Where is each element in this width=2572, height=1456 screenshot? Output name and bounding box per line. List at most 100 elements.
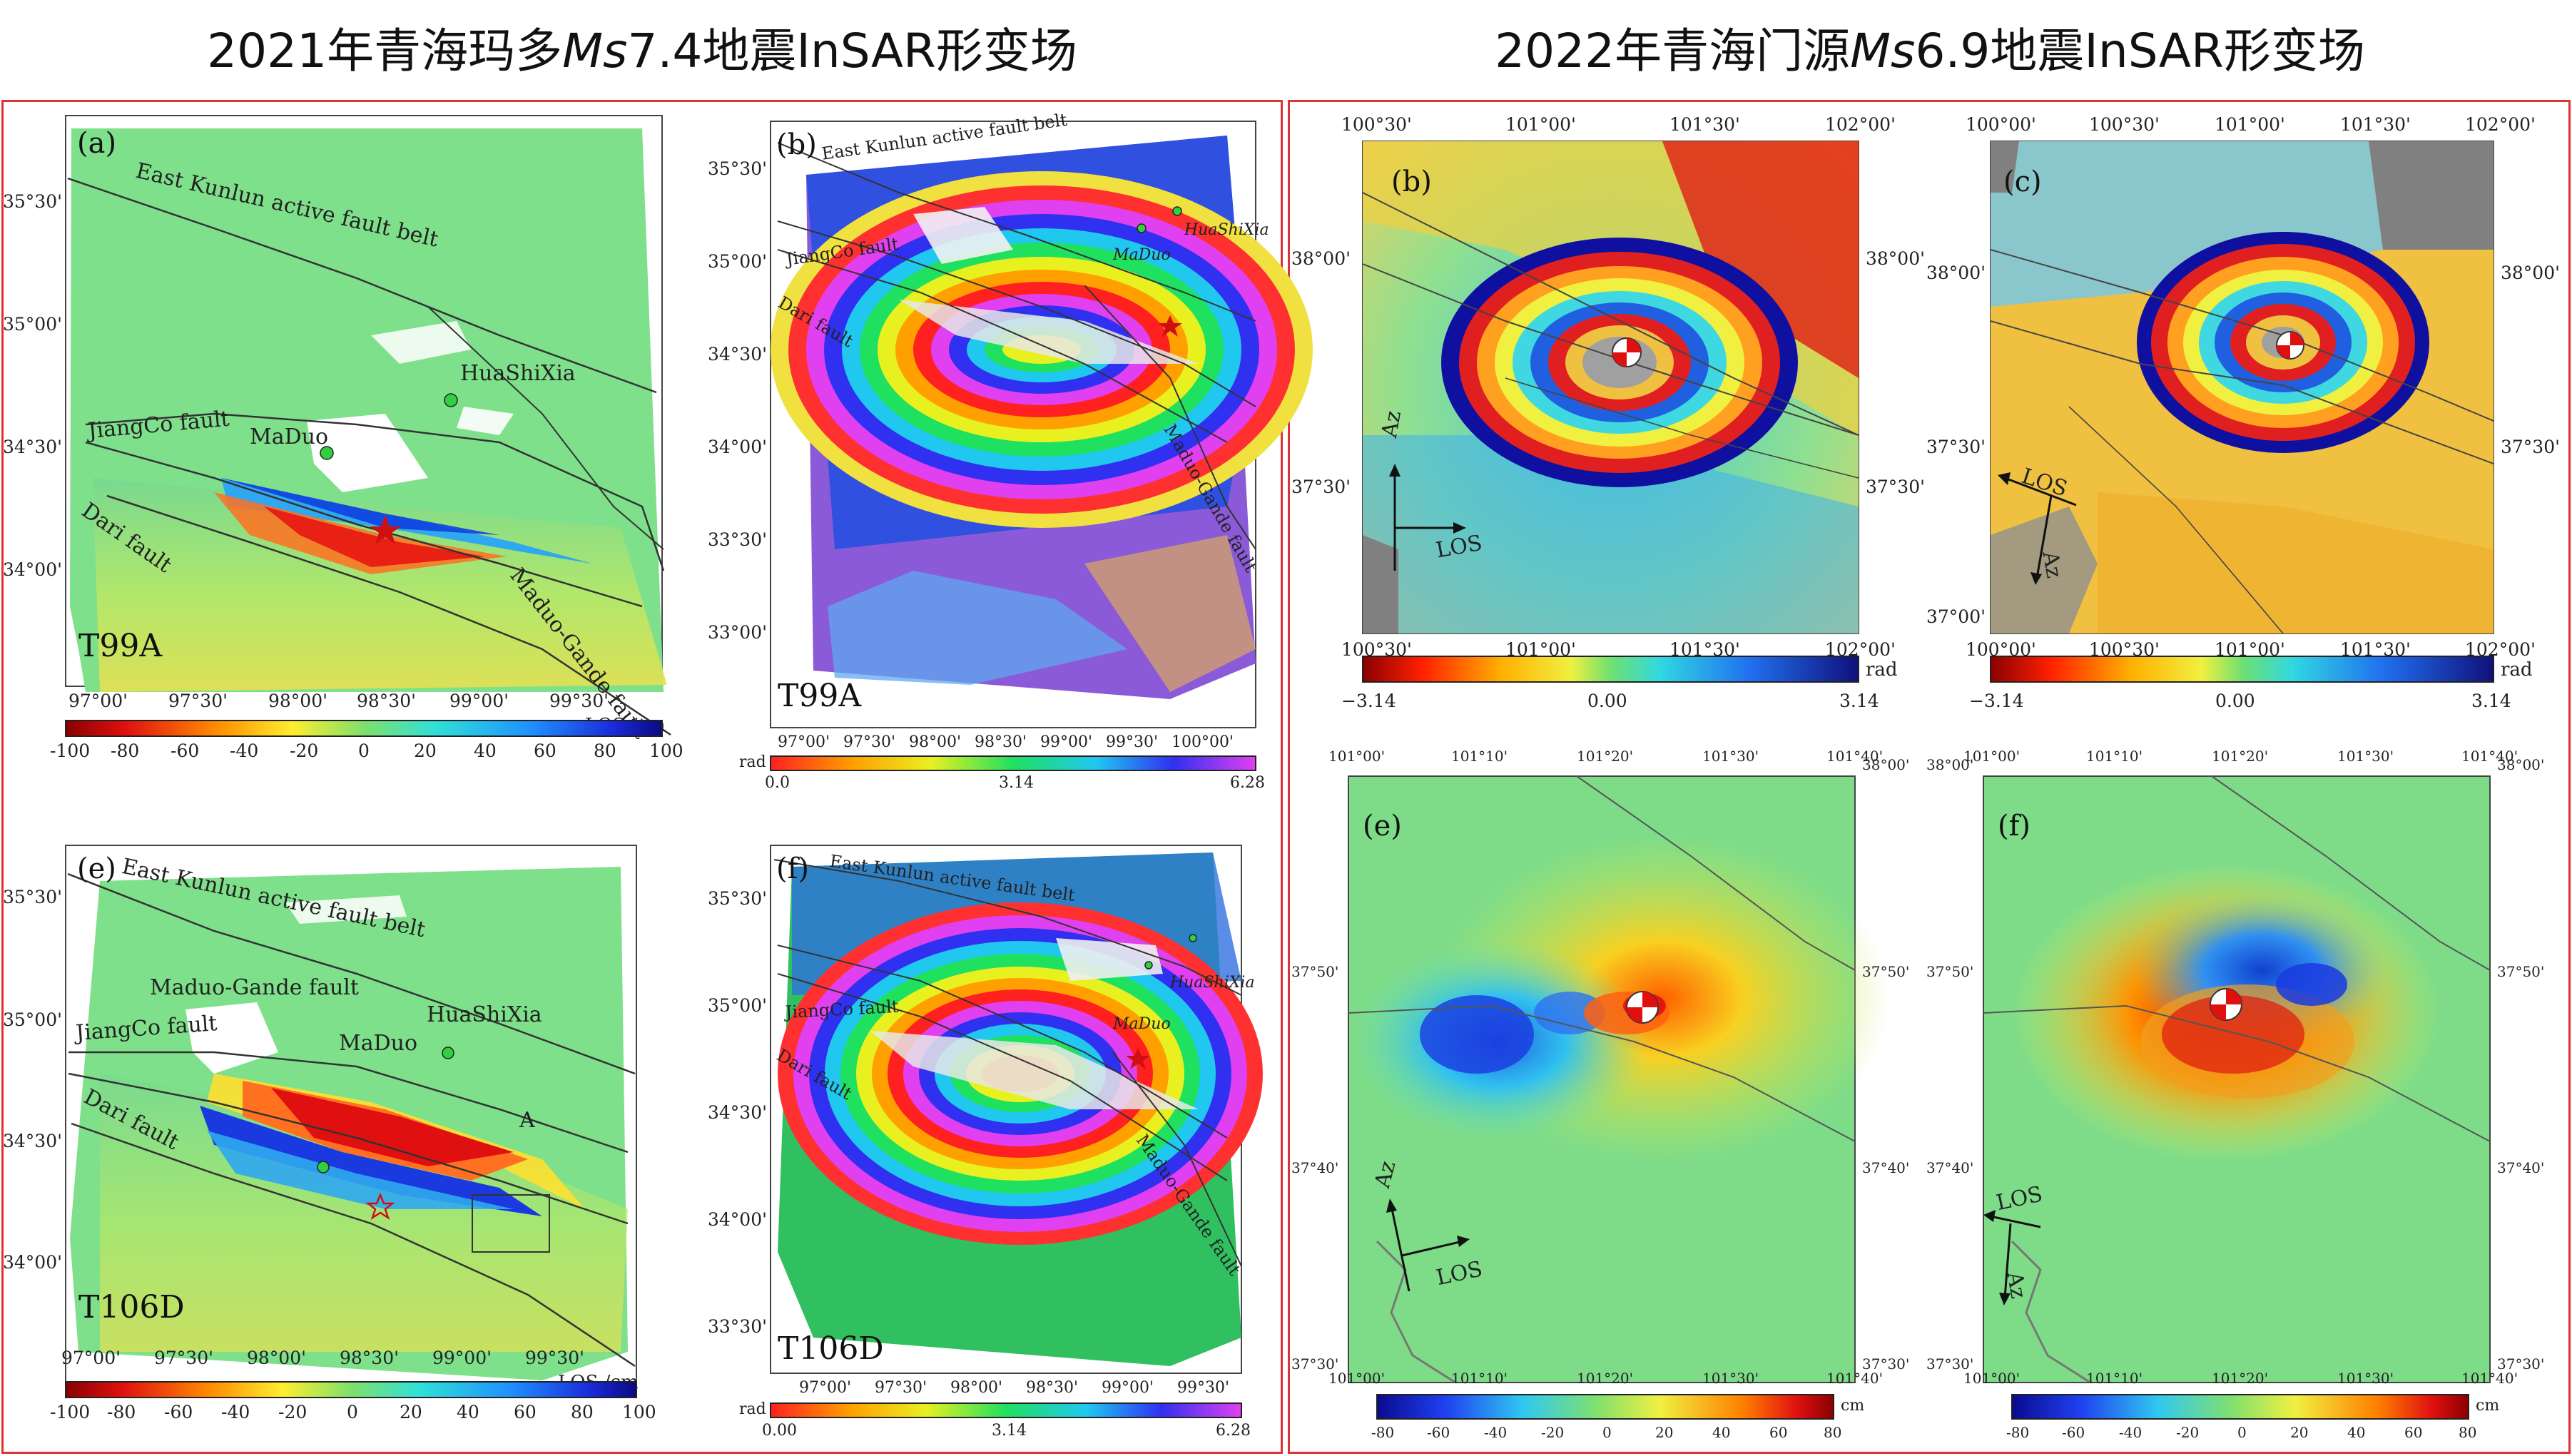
panel-f-letter: (f) (776, 852, 810, 885)
panel-a-letter: (a) (77, 127, 117, 160)
az-los-arrows-e (1386, 1198, 1470, 1292)
los-tick: 80 (571, 1402, 594, 1422)
cm-tick: -40 (2119, 1424, 2143, 1441)
lat-tick: 33°30' (708, 1316, 767, 1337)
cm-tick: 40 (1712, 1424, 1731, 1441)
lat-tick: 37°50' (2497, 963, 2545, 980)
los-tick: -20 (278, 1402, 307, 1422)
rad-colorbar-f (770, 1402, 1242, 1418)
cm-tick: -20 (2176, 1424, 2200, 1441)
lat-tick: 37°30' (1291, 477, 1351, 497)
az-los-arrows-c (1998, 472, 2077, 585)
lon-tick: 99°30' (525, 1348, 584, 1368)
right-group-title: 2022年青海门源Ms6.9地震InSAR形变场 (1288, 16, 2572, 87)
lat-tick: 37°30' (2501, 437, 2560, 457)
cm-tick: 0 (1602, 1424, 1612, 1441)
lon-tick: 101°20' (1577, 748, 1634, 765)
lon-tick: 101°10' (1451, 1370, 1508, 1387)
lat-tick: 34°30' (3, 1131, 62, 1151)
lon-tick: 102°00' (2465, 114, 2536, 135)
los-tick: 40 (474, 740, 497, 761)
lat-tick: 35°30' (708, 158, 767, 179)
rad-tick: −3.14 (1341, 691, 1396, 711)
lon-tick: 97°30' (168, 691, 228, 711)
lon-tick: 101°20' (1577, 1370, 1634, 1387)
los-tick: 40 (457, 1402, 479, 1422)
lon-tick: 98°00' (950, 1379, 1003, 1397)
los-tick: 0 (347, 1402, 358, 1422)
lon-tick: 98°00' (247, 1348, 306, 1368)
lat-tick: 34°30' (708, 1102, 767, 1123)
rad-tick: 3.14 (2471, 691, 2511, 711)
maduo-town-label: MaDuo (1113, 1015, 1171, 1033)
cm-tick: -60 (2062, 1424, 2085, 1441)
right-title-prefix: 2022年青海门源 (1495, 24, 1851, 78)
lon-tick: 99°30' (1177, 1379, 1230, 1397)
cm-colorbar-menyuan-f (2011, 1394, 2469, 1420)
lon-tick: 101°00' (2215, 114, 2285, 135)
rad-tick: 3.14 (999, 774, 1034, 792)
menyuan-panel-f-letter: (f) (1998, 810, 2031, 842)
lon-tick: 101°20' (2212, 748, 2269, 765)
left-title-ms: Ms (562, 24, 628, 78)
huashixia-label: HuaShiXia (1170, 974, 1255, 992)
lat-tick: 37°30' (1862, 1355, 1910, 1373)
lon-tick: 101°30' (2340, 114, 2411, 135)
lon-tick: 101°30' (1702, 1370, 1759, 1387)
los-tick: -80 (111, 740, 140, 761)
los-tick: -100 (50, 740, 91, 761)
left-title-suffix: 7.4地震InSAR形变场 (627, 24, 1077, 78)
lon-tick: 101°40' (1826, 1370, 1884, 1387)
lat-tick: 34°30' (3, 437, 62, 457)
rad-colorbar-menyuan-b (1362, 656, 1859, 683)
lat-tick: 35°30' (3, 887, 62, 907)
cm-tick: 60 (2404, 1424, 2423, 1441)
panel-e-letter: (e) (77, 852, 116, 885)
cm-tick: 60 (1769, 1424, 1788, 1441)
box-a-label: A (519, 1108, 535, 1133)
maduo-panel-f: (f) East Kunlun active fault belt HuaShi… (685, 838, 1277, 1452)
maduo-panel-b: (b) East Kunlun active fault belt HuaShi… (685, 107, 1313, 792)
lat-tick: 33°30' (708, 529, 767, 550)
lon-tick: 98°30' (975, 733, 1027, 751)
lon-tick: 97°00' (61, 1348, 121, 1368)
panel-b-letter: (b) (776, 128, 817, 161)
maduo-gande-fault-label: Maduo-Gande fault (150, 975, 359, 1000)
cm-unit-label: cm (1841, 1397, 1865, 1415)
rad-tick: 3.14 (992, 1422, 1027, 1440)
rad-tick: 6.28 (1216, 1422, 1251, 1440)
lat-tick: 35°00' (708, 995, 767, 1016)
lon-tick: 100°30' (1341, 114, 1412, 135)
panel-b-track: T99A (778, 678, 862, 714)
rad-tick: 0.00 (1587, 691, 1627, 711)
los-tick: -40 (230, 740, 259, 761)
lon-tick: 101°00' (1328, 1370, 1386, 1387)
menyuan-panel-b-letter: (b) (1391, 166, 1432, 198)
lat-tick: 37°30' (1866, 477, 1925, 497)
cm-tick: 20 (1655, 1424, 1674, 1441)
lat-tick: 38°00' (2497, 756, 2545, 773)
rad-colorbar-b (770, 755, 1256, 771)
cm-tick: 20 (2290, 1424, 2309, 1441)
panel-f-track: T106D (778, 1330, 884, 1367)
lon-tick: 101°10' (2086, 748, 2143, 765)
menyuan-panel-f: (f) 101°00' 101°10' 101°20' 101°30' 101°… (1926, 742, 2568, 1452)
lat-tick: 35°30' (708, 888, 767, 909)
az-los-arrows-f (1983, 1210, 2041, 1305)
rad-colorbar-menyuan-c (1990, 656, 2494, 683)
left-title-prefix: 2021年青海玛多 (207, 24, 563, 78)
lon-tick: 97°00' (799, 1379, 852, 1397)
lat-tick: 37°00' (1926, 606, 1986, 627)
rad-tick: 3.14 (1839, 691, 1879, 711)
menyuan-panel-c: (c) 100°00' 100°30' 101°00' 101°30' 102°… (1926, 107, 2568, 735)
menyuan-panel-b: (b) 100°30' 101°00' 101°30' 102°00' 38°0… (1291, 107, 1933, 735)
lon-tick: 98°00' (909, 733, 962, 751)
rad-tick: −3.14 (1969, 691, 2024, 711)
lat-tick: 37°40' (2497, 1159, 2545, 1176)
lon-tick: 101°10' (2086, 1370, 2143, 1387)
lon-tick: 101°30' (2337, 1370, 2394, 1387)
cm-tick: -20 (1541, 1424, 1565, 1441)
lat-tick: 37°30' (1291, 1355, 1339, 1373)
lon-tick: 100°30' (2089, 114, 2160, 135)
lat-tick: 34°00' (3, 559, 62, 580)
